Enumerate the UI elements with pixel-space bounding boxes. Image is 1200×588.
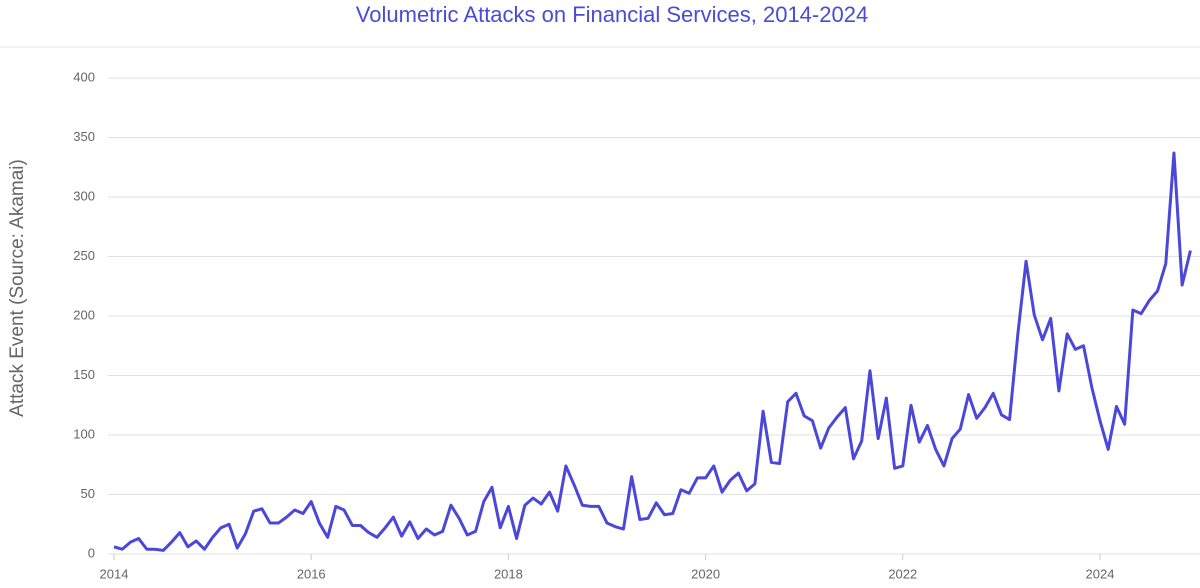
y-tick-label: 150	[73, 367, 95, 382]
plot	[113, 151, 1192, 552]
y-tick-label: 0	[88, 545, 95, 560]
x-tick-label: 2024	[1086, 566, 1115, 581]
x-tick-label: 2020	[691, 566, 720, 581]
y-tick-label: 250	[73, 248, 95, 263]
y-axis-label: Attack Event (Source: Akamai)	[7, 159, 28, 417]
grid	[108, 77, 1200, 560]
chart-title: Volumetric Attacks on Financial Services…	[356, 2, 868, 27]
data-line	[113, 151, 1192, 552]
y-tick-label: 50	[81, 486, 95, 501]
x-tick-label: 2018	[494, 566, 523, 581]
y-tick-label: 400	[73, 69, 95, 84]
y-tick-label: 100	[73, 426, 95, 441]
y-tick-label: 200	[73, 307, 95, 322]
y-tick-label: 300	[73, 188, 95, 203]
x-tick-label: 2022	[888, 566, 917, 581]
y-tick-label: 350	[73, 129, 95, 144]
x-tick-label: 2014	[100, 566, 129, 581]
x-tick-label: 2016	[297, 566, 326, 581]
